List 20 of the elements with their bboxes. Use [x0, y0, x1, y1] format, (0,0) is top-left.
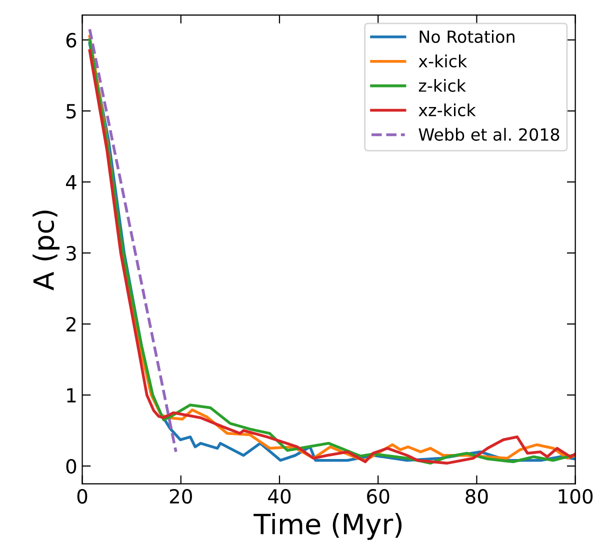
x-tick-label: 60 [367, 488, 390, 504]
x-tick-label: 40 [268, 488, 291, 504]
y-axis-title: A (pc) [32, 210, 60, 290]
y-tick-label: 0 [66, 458, 76, 474]
x-tick-label: 80 [466, 488, 488, 504]
y-tick-label: 4 [66, 175, 76, 190]
y-tick-label: 1 [67, 388, 76, 402]
x-tick-label: 100 [558, 488, 593, 504]
y-tick-label: 5 [66, 104, 76, 119]
legend-label: z-kick [418, 78, 466, 92]
y-tick-label: 6 [66, 32, 76, 48]
legend-label: x-kick [418, 54, 468, 68]
legend-label: xz-kick [418, 103, 476, 116]
y-tick-label: 3 [66, 246, 76, 261]
x-tick-label: 20 [170, 488, 192, 504]
legend-label: No Rotation [420, 30, 514, 43]
x-tick-label: 0 [77, 488, 88, 504]
legend-label: Webb et al. 2018 [418, 128, 560, 141]
y-tick-label: 2 [66, 316, 76, 332]
x-axis-title: Time (Myr) [254, 513, 402, 540]
